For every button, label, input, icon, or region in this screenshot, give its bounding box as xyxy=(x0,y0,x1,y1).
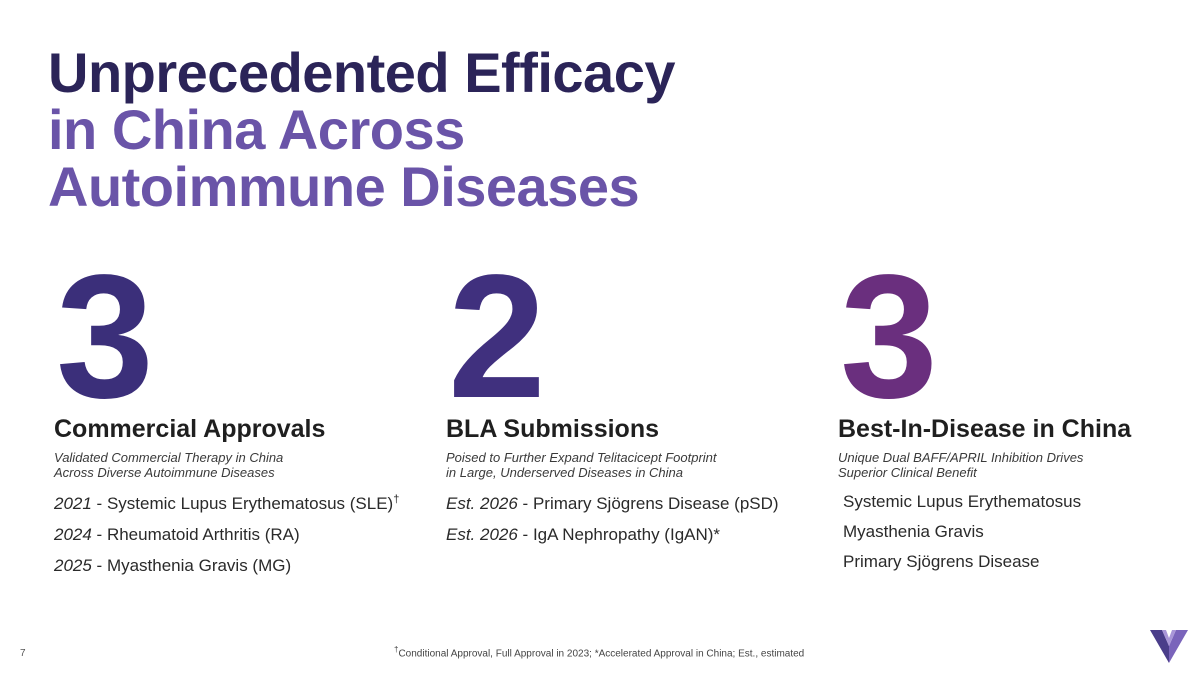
item-text: Systemic Lupus Erythematosus (SLE) xyxy=(106,494,394,513)
subtitle-line: Across Diverse Autoimmune Diseases xyxy=(54,465,275,480)
big-number: 2 xyxy=(448,239,546,435)
item-year: Est. 2026 xyxy=(446,525,518,544)
title-line-1: Unprecedented Efficacy xyxy=(48,41,675,104)
item-year: Est. 2026 xyxy=(446,494,518,513)
list-item: 2021 - Systemic Lupus Erythematosus (SLE… xyxy=(54,494,424,514)
footnote-text: Conditional Approval, Full Approval in 2… xyxy=(398,648,805,660)
page-number: 7 xyxy=(20,648,26,659)
item-text: Myasthenia Gravis (MG) xyxy=(106,556,292,575)
list-item: 2025 - Myasthenia Gravis (MG) xyxy=(54,556,424,576)
column-heading: Best-In-Disease in China xyxy=(838,415,1132,443)
column-subtitle: Poised to Further Expand Telitacicept Fo… xyxy=(446,450,746,480)
column-subtitle: Unique Dual BAFF/APRIL Inhibition Drives… xyxy=(838,450,1138,480)
column-subtitle: Validated Commercial Therapy in China Ac… xyxy=(54,450,354,480)
list-item: Primary Sjögrens Disease xyxy=(843,552,1040,571)
item-year: 2024 xyxy=(54,525,92,544)
item-separator: - xyxy=(91,494,107,513)
list-item: Est. 2026 - IgA Nephropathy (IgAN)* xyxy=(446,525,816,545)
footnote-mark: † xyxy=(394,645,399,654)
item-separator: - xyxy=(91,525,107,544)
big-number: 3 xyxy=(840,239,938,435)
subtitle-line: Superior Clinical Benefit xyxy=(838,465,977,480)
dagger-mark: † xyxy=(393,493,400,506)
column-heading: Commercial Approvals xyxy=(54,415,326,443)
subtitle-line: in Large, Underserved Diseases in China xyxy=(446,465,684,480)
item-year: 2021 xyxy=(54,494,92,513)
item-year: 2025 xyxy=(54,556,92,575)
submission-list: Est. 2026 - Primary Sjögrens Disease (pS… xyxy=(446,494,816,545)
best-in-disease-column: 3 Best-In-Disease in China Unique Dual B… xyxy=(838,239,1200,582)
item-separator: - xyxy=(517,525,533,544)
title-line-2: in China Across xyxy=(48,98,465,161)
item-separator: - xyxy=(91,556,107,575)
item-text: Rheumatoid Arthritis (RA) xyxy=(106,525,300,544)
list-item: 2024 - Rheumatoid Arthritis (RA) xyxy=(54,525,424,545)
disease-list: Systemic Lupus Erythematosus Myasthenia … xyxy=(843,492,1200,572)
big-number: 3 xyxy=(56,239,154,435)
list-item: Systemic Lupus Erythematosus xyxy=(843,492,1082,511)
bla-submissions-column: 2 BLA Submissions Poised to Further Expa… xyxy=(446,239,816,556)
item-text: IgA Nephropathy (IgAN)* xyxy=(532,525,721,544)
list-item: Myasthenia Gravis xyxy=(843,522,984,541)
page-title: Unprecedented Efficacy in China Across A… xyxy=(48,44,675,215)
commercial-approvals-column: 3 Commercial Approvals Validated Commerc… xyxy=(54,239,424,587)
item-text: Primary Sjögrens Disease (pSD) xyxy=(532,494,779,513)
approval-list: 2021 - Systemic Lupus Erythematosus (SLE… xyxy=(54,494,424,576)
title-line-3: Autoimmune Diseases xyxy=(48,155,640,218)
item-separator: - xyxy=(517,494,533,513)
subtitle-line: Validated Commercial Therapy in China xyxy=(54,450,284,465)
footnote: †Conditional Approval, Full Approval in … xyxy=(394,645,804,659)
subtitle-line: Poised to Further Expand Telitacicept Fo… xyxy=(446,450,717,465)
v-logo-icon xyxy=(1150,628,1188,664)
subtitle-line: Unique Dual BAFF/APRIL Inhibition Drives xyxy=(838,450,1084,465)
column-heading: BLA Submissions xyxy=(446,415,659,443)
list-item: Est. 2026 - Primary Sjögrens Disease (pS… xyxy=(446,494,816,514)
